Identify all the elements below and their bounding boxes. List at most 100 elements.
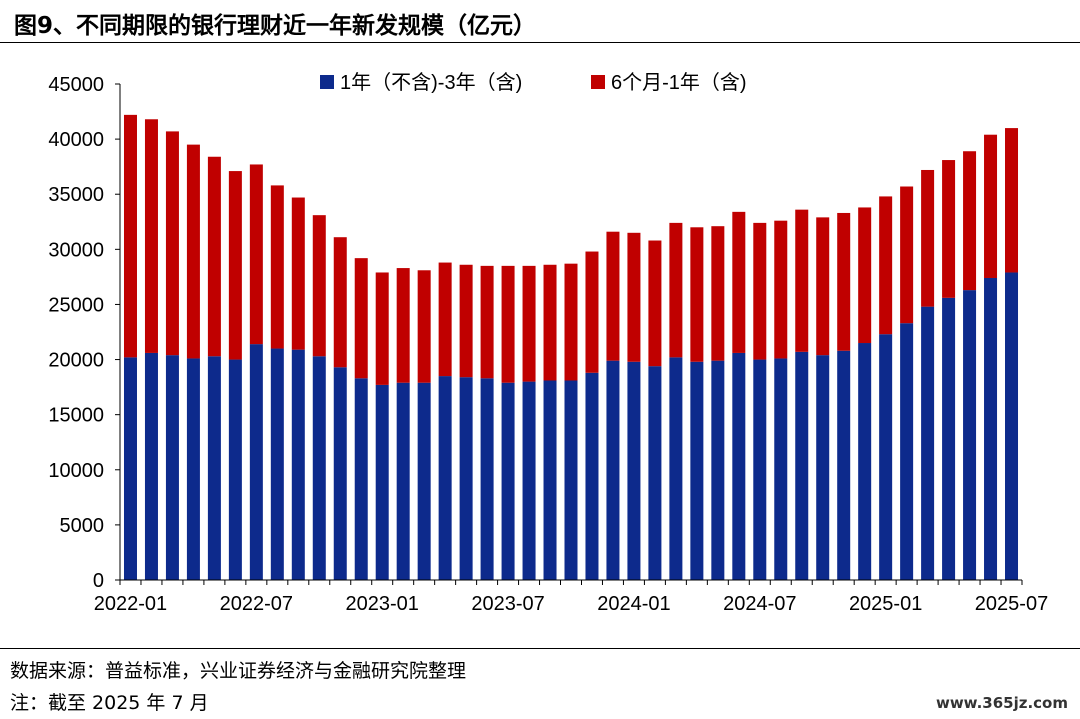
bar-segment-6m-1yr [816, 217, 830, 356]
x-tick-label: 2022-07 [220, 593, 293, 615]
bar-segment-1-3yr [795, 351, 809, 580]
bar-segment-6m-1yr [690, 227, 704, 362]
bar-segment-6m-1yr [123, 114, 137, 358]
bar-segment-1-3yr [942, 297, 956, 580]
bar-segment-6m-1yr [249, 164, 263, 345]
y-axis: 0 5000 10000 15000 20000 25000 30000 35000 40000… [48, 74, 121, 592]
x-tick-label: 2023-07 [471, 593, 544, 615]
x-tick-label: 2023-01 [346, 593, 419, 615]
bar-segment-6m-1yr [753, 222, 767, 360]
x-tick-label: 2022-01 [94, 593, 167, 615]
bar-segment-6m-1yr [417, 270, 431, 383]
bar-segment-1-3yr [564, 380, 578, 580]
bar-segment-6m-1yr [858, 207, 872, 344]
footnote: 注：截至 2025 年 7 月 [10, 692, 209, 714]
bar-segment-1-3yr [543, 380, 557, 580]
bar-segment-1-3yr [963, 290, 977, 580]
bar-segment-6m-1yr [480, 265, 494, 379]
x-tick-label: 2024-01 [597, 593, 670, 615]
chart-legend: 1年（不含)-3年（含) 6个月-1年（含) [320, 71, 747, 94]
bar-segment-6m-1yr [648, 240, 662, 367]
x-tick-label: 2025-01 [849, 593, 922, 615]
bar-segment-1-3yr [690, 361, 704, 580]
bar-segment-6m-1yr [270, 185, 284, 349]
bar-segment-6m-1yr [312, 215, 326, 357]
bar-segment-1-3yr [1005, 272, 1019, 580]
bar-segment-6m-1yr [186, 144, 200, 359]
bar-segment-1-3yr [837, 350, 851, 580]
bar-segment-1-3yr [816, 355, 830, 580]
bar-segment-6m-1yr [732, 211, 746, 353]
bar-segment-1-3yr [438, 376, 452, 580]
bar-segment-6m-1yr [396, 268, 410, 383]
bar-segment-6m-1yr [984, 134, 998, 278]
bar-segment-6m-1yr [627, 232, 641, 362]
bar-segment-1-3yr [165, 355, 179, 580]
bar-segment-1-3yr [627, 361, 641, 580]
bar-segment-6m-1yr [921, 169, 935, 307]
y-tick-label: 30000 [48, 239, 104, 261]
y-tick-label: 45000 [48, 74, 104, 96]
data-source: 数据来源：普益标准，兴业证券经济与金融研究院整理 [10, 660, 467, 682]
bar-segment-6m-1yr [207, 156, 221, 357]
bar-segment-1-3yr [732, 352, 746, 580]
bar-segment-6m-1yr [942, 160, 956, 298]
bar-segment-6m-1yr [438, 262, 452, 377]
bar-segment-1-3yr [921, 306, 935, 580]
bars [123, 114, 1019, 580]
bar-segment-1-3yr [354, 378, 368, 580]
legend-swatch-1-3yr [320, 75, 334, 89]
bar-segment-6m-1yr [669, 222, 683, 358]
y-tick-label: 15000 [48, 405, 104, 427]
x-tick-label: 2024-07 [723, 593, 796, 615]
y-tick-label: 25000 [48, 294, 104, 316]
x-axis: 2022-01 2022-07 2023-01 2023-07 2024-01 2024-… [94, 579, 1048, 615]
bar-segment-6m-1yr [543, 264, 557, 381]
bar-segment-1-3yr [312, 356, 326, 580]
bar-segment-6m-1yr [375, 272, 389, 385]
bar-segment-1-3yr [480, 378, 494, 580]
bar-segment-1-3yr [774, 358, 788, 580]
bar-segment-1-3yr [753, 359, 767, 580]
bar-segment-6m-1yr [795, 209, 809, 352]
y-tick-label: 0 [93, 570, 104, 592]
bar-segment-1-3yr [648, 366, 662, 580]
bar-segment-1-3yr [249, 344, 263, 580]
bar-segment-6m-1yr [900, 186, 914, 324]
y-tick-label: 10000 [48, 460, 104, 482]
bar-segment-1-3yr [333, 367, 347, 580]
bar-segment-6m-1yr [291, 197, 305, 350]
y-tick-label: 35000 [48, 184, 104, 206]
bar-segment-6m-1yr [879, 196, 893, 335]
bar-segment-1-3yr [669, 357, 683, 580]
bar-segment-6m-1yr [585, 251, 599, 373]
footer-divider [0, 648, 1080, 649]
stacked-bar-chart: 1年（不含)-3年（含) 6个月-1年（含) 0 5000 10000 15000 200… [48, 71, 1048, 615]
bar-segment-1-3yr [291, 349, 305, 580]
bar-segment-1-3yr [501, 382, 515, 580]
bar-segment-6m-1yr [165, 131, 179, 356]
bar-segment-6m-1yr [144, 119, 158, 353]
bar-segment-1-3yr [186, 358, 200, 580]
bar-segment-6m-1yr [522, 265, 536, 382]
bar-segment-6m-1yr [564, 263, 578, 381]
bar-segment-1-3yr [984, 277, 998, 580]
bar-segment-1-3yr [396, 382, 410, 580]
bar-segment-1-3yr [228, 359, 242, 580]
legend-label-1-3yr: 1年（不含)-3年（含) [340, 71, 522, 94]
figure-title: 图9、不同期限的银行理财近一年新发规模（亿元） [14, 13, 537, 39]
y-tick-label: 40000 [48, 129, 104, 151]
bar-segment-1-3yr [270, 348, 284, 580]
bar-segment-1-3yr [375, 384, 389, 580]
y-tick-label: 5000 [60, 515, 105, 537]
bar-segment-6m-1yr [354, 258, 368, 379]
bar-segment-1-3yr [417, 382, 431, 580]
bar-segment-1-3yr [144, 352, 158, 580]
legend-label-6m-1yr: 6个月-1年（含) [611, 71, 747, 94]
y-tick-label: 20000 [48, 350, 104, 372]
bar-segment-6m-1yr [228, 171, 242, 360]
bar-segment-1-3yr [711, 360, 725, 580]
bar-segment-6m-1yr [606, 231, 620, 361]
bar-segment-6m-1yr [1005, 128, 1019, 273]
bar-segment-6m-1yr [459, 264, 473, 378]
